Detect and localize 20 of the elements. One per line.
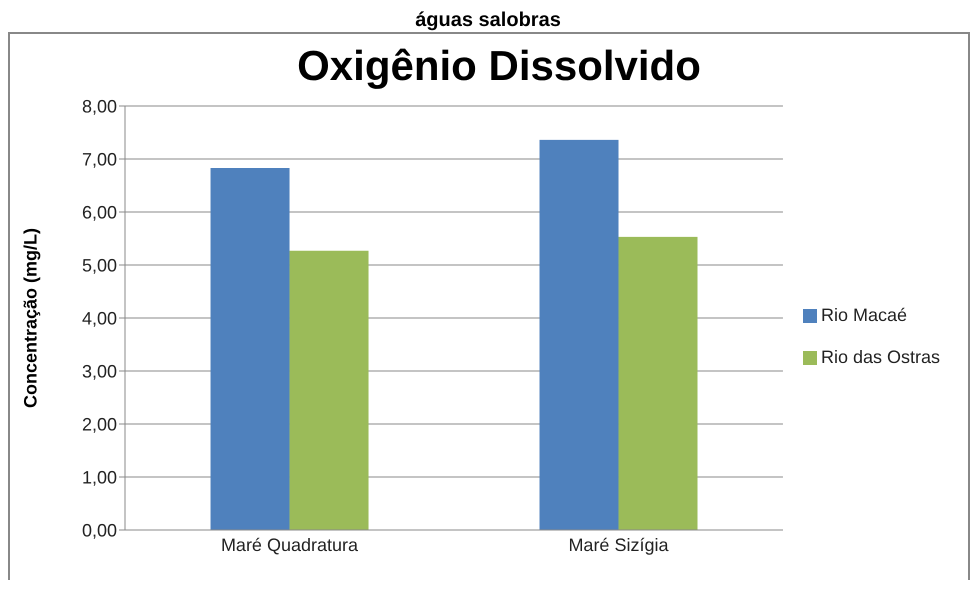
y-tick-label: 4,00 bbox=[82, 308, 117, 328]
y-tick-label: 0,00 bbox=[82, 520, 117, 540]
bar bbox=[618, 236, 698, 530]
x-tick-label: Maré Quadratura bbox=[220, 534, 360, 555]
y-tick-label: 1,00 bbox=[82, 467, 117, 488]
y-tick-label: 2,00 bbox=[82, 414, 117, 434]
y-tick-label: 6,00 bbox=[82, 202, 117, 222]
y-tick-label: 5,00 bbox=[82, 255, 117, 276]
y-tick-label: 8,00 bbox=[82, 96, 117, 116]
y-tick-label: 3,00 bbox=[82, 361, 117, 382]
legend-label: Rio das Ostras bbox=[820, 347, 940, 367]
chart-title: Oxigênio Dissolvido bbox=[296, 41, 702, 91]
bar bbox=[210, 168, 290, 530]
y-tick-label: 7,00 bbox=[82, 149, 117, 170]
x-tick-label: Maré Sizígia bbox=[568, 534, 670, 555]
y-axis-title: Concentração (mg/L) bbox=[20, 228, 40, 408]
bar bbox=[290, 250, 369, 530]
legend-label: Rio Macaé bbox=[820, 305, 907, 325]
bar bbox=[540, 140, 619, 530]
text: águas salobras bbox=[414, 8, 562, 32]
